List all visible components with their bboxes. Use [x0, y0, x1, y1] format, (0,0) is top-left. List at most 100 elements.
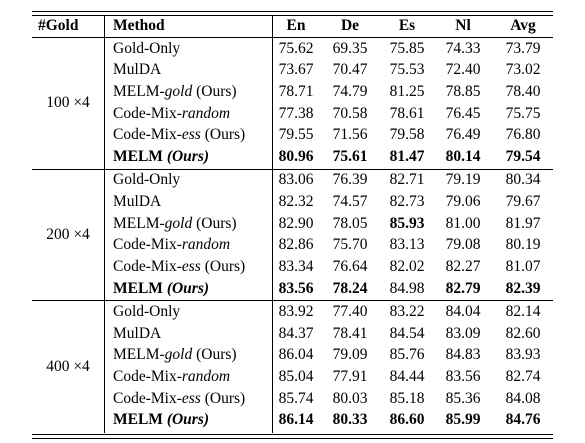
value-cell: 86.14 [278, 411, 314, 429]
value-cell: 78.40 [505, 82, 541, 100]
rule [104, 300, 105, 433]
value-cell: 79.09 [332, 346, 368, 364]
method-cell: MELM-gold (Ours) [113, 214, 237, 234]
value-cell: 83.56 [278, 279, 314, 297]
method-cell: MELM (Ours) [113, 147, 209, 167]
value-cell: 75.85 [389, 39, 425, 57]
method-cell: Code-Mix-ess (Ours) [113, 389, 245, 409]
value-cell: 75.75 [505, 104, 541, 122]
value-cell: 83.56 [445, 368, 481, 385]
value-cell: 73.02 [505, 61, 541, 79]
value-cell: 69.35 [332, 39, 368, 57]
rule [272, 168, 273, 301]
value-cell: 75.53 [389, 61, 425, 79]
value-cell: 85.93 [389, 214, 425, 232]
value-cell: 82.79 [445, 279, 481, 297]
value-cell: 82.74 [505, 368, 541, 385]
method-cell: Code-Mix-random [113, 367, 230, 387]
rule [272, 300, 273, 433]
value-cell: 80.33 [332, 411, 368, 429]
value-cell: 73.79 [505, 39, 541, 57]
rule [32, 433, 553, 435]
rule [272, 16, 273, 38]
value-cell: 76.49 [445, 126, 481, 144]
value-cell: 79.55 [278, 126, 314, 144]
value-cell: 83.92 [278, 302, 314, 320]
method-part: (Ours) [200, 126, 246, 144]
method-part: Code-Mix- [113, 368, 182, 385]
value-cell: 84.04 [445, 302, 481, 320]
method-cell: Code-Mix-ess (Ours) [113, 125, 245, 145]
value-cell: 84.54 [389, 324, 425, 342]
value-cell: 82.86 [278, 236, 314, 254]
method-part: ess [181, 126, 201, 144]
value-cell: 84.37 [278, 324, 314, 342]
method-part: MELM- [113, 214, 165, 232]
value-cell: 83.09 [445, 324, 481, 342]
method-part: Code-Mix- [113, 389, 182, 407]
value-cell: 81.00 [445, 214, 481, 232]
value-cell: 82.90 [278, 214, 314, 232]
value-cell: 80.03 [332, 389, 368, 407]
method-cell: MulDA [113, 324, 161, 344]
value-cell: 83.34 [278, 258, 314, 275]
value-cell: 82.27 [445, 258, 481, 275]
rule [32, 11, 553, 13]
method-cell: MELM (Ours) [113, 279, 209, 299]
value-cell: 75.61 [332, 148, 368, 165]
value-cell: 78.61 [389, 104, 425, 122]
method-part: MulDA [113, 192, 162, 210]
value-cell: 76.64 [332, 258, 368, 275]
value-cell: 73.67 [278, 61, 314, 79]
value-cell: 75.62 [278, 39, 314, 57]
value-cell: 81.97 [505, 214, 541, 232]
method-part: (Ours) [166, 279, 210, 297]
value-cell: 85.76 [389, 346, 425, 364]
value-cell: 70.47 [332, 61, 368, 79]
method-part: ess [181, 258, 201, 275]
value-cell: 84.83 [445, 346, 481, 364]
value-cell: 74.79 [332, 82, 368, 100]
method-part: (Ours) [166, 148, 210, 165]
method-part: MulDA [113, 324, 162, 342]
method-part: (Ours) [200, 389, 246, 407]
value-cell: 77.38 [278, 104, 314, 122]
value-cell: 79.19 [445, 171, 481, 189]
rule [104, 16, 105, 38]
value-cell: 83.06 [278, 171, 314, 189]
method-part: (Ours) [192, 214, 237, 232]
method-part: (Ours) [166, 411, 210, 429]
method-part: Gold-Only [113, 302, 181, 320]
value-cell: 78.85 [445, 82, 481, 100]
method-part: Gold-Only [113, 39, 181, 57]
value-cell: 77.91 [332, 368, 368, 385]
method-cell: Code-Mix-random [113, 235, 230, 255]
value-cell: 71.56 [332, 126, 368, 144]
method-part: MELM [113, 148, 167, 165]
value-cell: 80.34 [505, 171, 541, 189]
value-cell: 79.58 [389, 126, 425, 144]
value-cell: 85.04 [278, 368, 314, 385]
value-cell: 81.07 [505, 258, 541, 275]
method-cell: MELM-gold (Ours) [113, 82, 237, 102]
method-part: random [181, 236, 231, 254]
method-cell: Gold-Only [113, 39, 180, 59]
method-cell: MELM (Ours) [113, 410, 209, 430]
value-cell: 74.57 [332, 192, 368, 210]
value-cell: 85.36 [445, 389, 481, 407]
value-cell: 80.19 [505, 236, 541, 254]
value-cell: 76.45 [445, 104, 481, 122]
value-cell: 84.08 [505, 389, 541, 407]
method-part: (Ours) [192, 82, 237, 100]
method-part: Code-Mix- [113, 104, 182, 122]
value-cell: 82.71 [389, 171, 425, 189]
method-part: gold [164, 346, 193, 364]
method-cell: Code-Mix-ess (Ours) [113, 257, 245, 277]
method-cell: Gold-Only [113, 302, 180, 322]
method-cell: MulDA [113, 192, 161, 212]
method-part: MELM [113, 411, 167, 429]
value-cell: 79.06 [445, 192, 481, 210]
value-cell: 79.54 [505, 148, 541, 165]
group-label: 200 ×4 [46, 225, 90, 243]
